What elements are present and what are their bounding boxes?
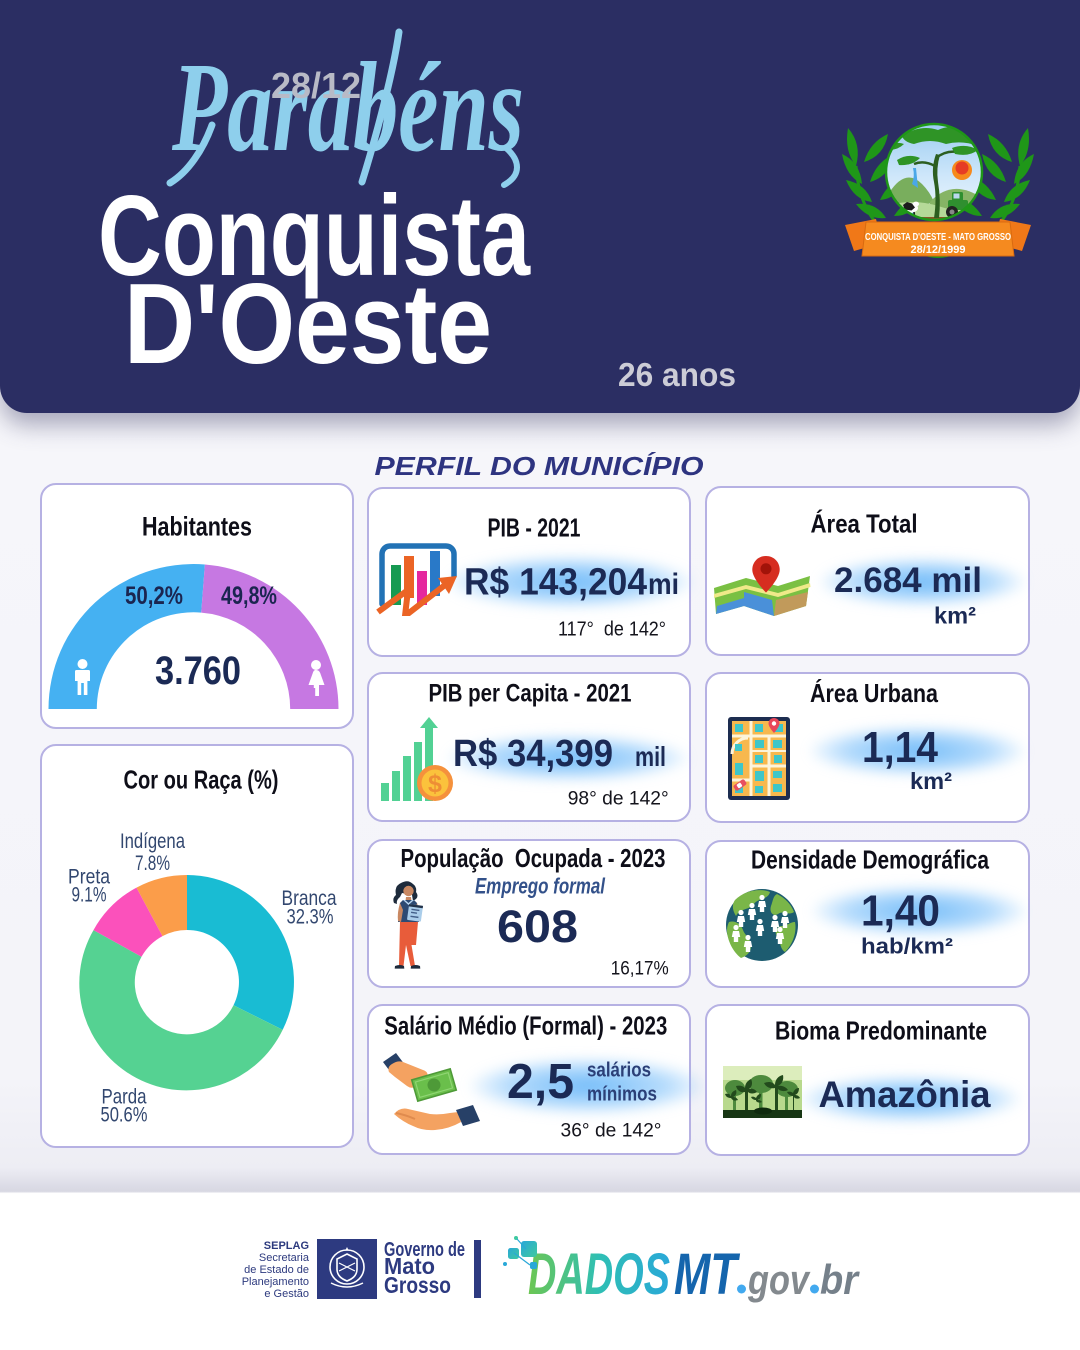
svg-text:1,40: 1,40 xyxy=(861,888,940,936)
svg-text:98° de 142°: 98° de 142° xyxy=(568,788,669,810)
svg-text:mil: mil xyxy=(635,741,666,772)
svg-text:de Estado de: de Estado de xyxy=(244,1264,309,1276)
svg-text:SEPLAG: SEPLAG xyxy=(264,1240,309,1252)
svg-text:MT: MT xyxy=(674,1242,740,1307)
svg-text:28/12/1999: 28/12/1999 xyxy=(910,244,965,256)
svg-text:km²: km² xyxy=(934,602,976,628)
svg-text:Densidade Demográfica: Densidade Demográfica xyxy=(751,844,989,874)
svg-text:PIB - 2021: PIB - 2021 xyxy=(488,513,581,543)
svg-text:117° de 142°: 117° de 142° xyxy=(558,619,666,641)
svg-text:salários: salários xyxy=(587,1060,651,1082)
svg-text:608: 608 xyxy=(497,901,578,952)
svg-text:Secretaria: Secretaria xyxy=(259,1252,310,1264)
svg-text:br: br xyxy=(820,1256,860,1303)
svg-text:DADOS: DADOS xyxy=(528,1242,670,1307)
svg-text:e Gestão: e Gestão xyxy=(264,1288,309,1300)
svg-text:36° de 142°: 36° de 142° xyxy=(561,1120,662,1142)
svg-text:Habitantes: Habitantes xyxy=(142,512,252,542)
svg-text:7.8%: 7.8% xyxy=(135,852,170,875)
svg-text:Emprego formal: Emprego formal xyxy=(475,874,606,899)
svg-text:km²: km² xyxy=(910,768,952,794)
svg-text:Governo de: Governo de xyxy=(384,1239,465,1261)
svg-text:Preta: Preta xyxy=(68,865,110,888)
svg-text:Bioma Predominante: Bioma Predominante xyxy=(775,1015,987,1045)
svg-text:50.6%: 50.6% xyxy=(101,1104,148,1127)
svg-text:R$ 34,399: R$ 34,399 xyxy=(453,733,613,775)
svg-text:50,2%: 50,2% xyxy=(125,582,183,610)
svg-text:Parabéns: Parabéns xyxy=(171,36,524,178)
svg-text:26 anos: 26 anos xyxy=(618,356,736,393)
svg-text:Cor ou Raça (%): Cor ou Raça (%) xyxy=(124,765,279,795)
svg-text:Salário Médio (Formal) - 2023: Salário Médio (Formal) - 2023 xyxy=(384,1011,667,1041)
svg-text:1,14: 1,14 xyxy=(862,724,938,772)
svg-text:PIB per Capita - 2021: PIB per Capita - 2021 xyxy=(429,680,632,708)
svg-text:D'Oeste: D'Oeste xyxy=(124,261,492,388)
svg-text:Área Total: Área Total xyxy=(811,509,918,539)
svg-text:gov: gov xyxy=(747,1256,811,1303)
svg-text:Planejamento: Planejamento xyxy=(242,1276,309,1288)
svg-text:2.684 mil: 2.684 mil xyxy=(834,560,982,600)
svg-text:Área Urbana: Área Urbana xyxy=(810,678,938,708)
svg-text:Conquista: Conquista xyxy=(98,173,531,300)
svg-text:hab/km²: hab/km² xyxy=(861,933,953,958)
svg-text:Mato: Mato xyxy=(384,1253,435,1279)
svg-text:16,17%: 16,17% xyxy=(611,957,669,979)
svg-text:49,8%: 49,8% xyxy=(221,582,277,610)
svg-text:Parda: Parda xyxy=(102,1085,147,1108)
svg-text:PERFIL DO MUNICÍPIO: PERFIL DO MUNICÍPIO xyxy=(375,451,704,481)
svg-text:32.3%: 32.3% xyxy=(287,905,334,928)
svg-text:3.760: 3.760 xyxy=(155,649,241,693)
svg-text:28/12: 28/12 xyxy=(271,65,361,106)
svg-text:9.1%: 9.1% xyxy=(72,884,107,907)
svg-text:mi: mi xyxy=(648,568,679,601)
svg-text:CONQUISTA D'OESTE - MATO GROSS: CONQUISTA D'OESTE - MATO GROSSO xyxy=(865,231,1011,243)
svg-text:População Ocupada - 2023: População Ocupada - 2023 xyxy=(401,843,666,873)
svg-text:2,5: 2,5 xyxy=(507,1055,574,1109)
svg-text:Amazônia: Amazônia xyxy=(819,1074,991,1115)
svg-text:Grosso: Grosso xyxy=(384,1272,451,1298)
svg-text:mínimos: mínimos xyxy=(587,1084,657,1106)
svg-text:R$ 143,204: R$ 143,204 xyxy=(464,562,647,604)
svg-text:Branca: Branca xyxy=(282,887,337,910)
svg-text:Indígena: Indígena xyxy=(120,830,185,853)
svg-text:$: $ xyxy=(428,770,442,798)
